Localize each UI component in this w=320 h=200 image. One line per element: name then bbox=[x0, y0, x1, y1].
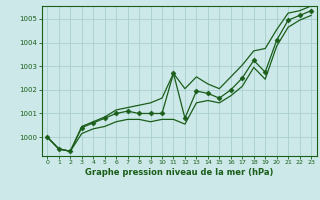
X-axis label: Graphe pression niveau de la mer (hPa): Graphe pression niveau de la mer (hPa) bbox=[85, 168, 273, 177]
